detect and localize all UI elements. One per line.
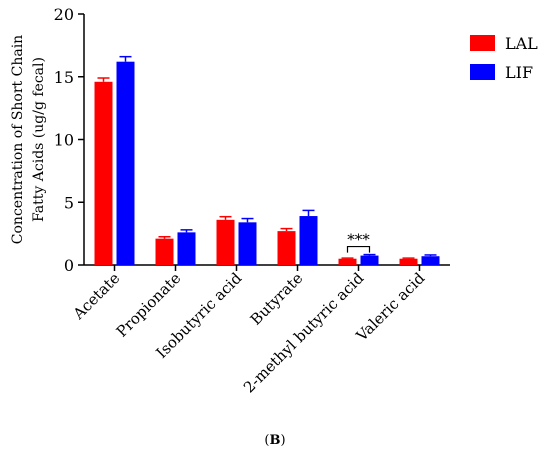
y-tick-label: 5 [64, 193, 74, 212]
legend-swatch-lif [470, 64, 495, 80]
x-tick-label: Acetate [69, 269, 124, 324]
y-tick-label: 15 [54, 68, 74, 87]
bar-lif [116, 61, 135, 265]
bar-lal [399, 258, 418, 265]
panel-label: (B) [264, 433, 286, 448]
significance-label: *** [347, 231, 370, 249]
x-tick-label: Butyrate [247, 269, 307, 329]
y-axis-label: Fatty Acids (ug/g fecal) [31, 57, 47, 222]
bar-lif [299, 216, 318, 265]
significance-bracket [346, 245, 371, 253]
y-tick-label: 0 [64, 256, 74, 275]
bar-lal [155, 238, 174, 265]
bar-lif [177, 232, 196, 265]
legend-label: LIF [505, 63, 533, 82]
bar-lal [338, 258, 357, 265]
y-axis-label: Concentration of Short Chain [10, 35, 26, 244]
y-tick-label: 10 [54, 131, 74, 150]
bar-lal [216, 219, 235, 265]
bar-lif [238, 222, 257, 265]
bar-lif [360, 255, 379, 265]
legend-label: LAL [505, 34, 538, 53]
bar-lal [94, 81, 113, 266]
bar-lif [421, 256, 440, 265]
legend-swatch-lal [470, 35, 495, 51]
y-tick-label: 20 [54, 5, 74, 24]
x-tick-label: 2-methyl butyric acid [240, 269, 368, 397]
bar-lal [277, 231, 296, 265]
